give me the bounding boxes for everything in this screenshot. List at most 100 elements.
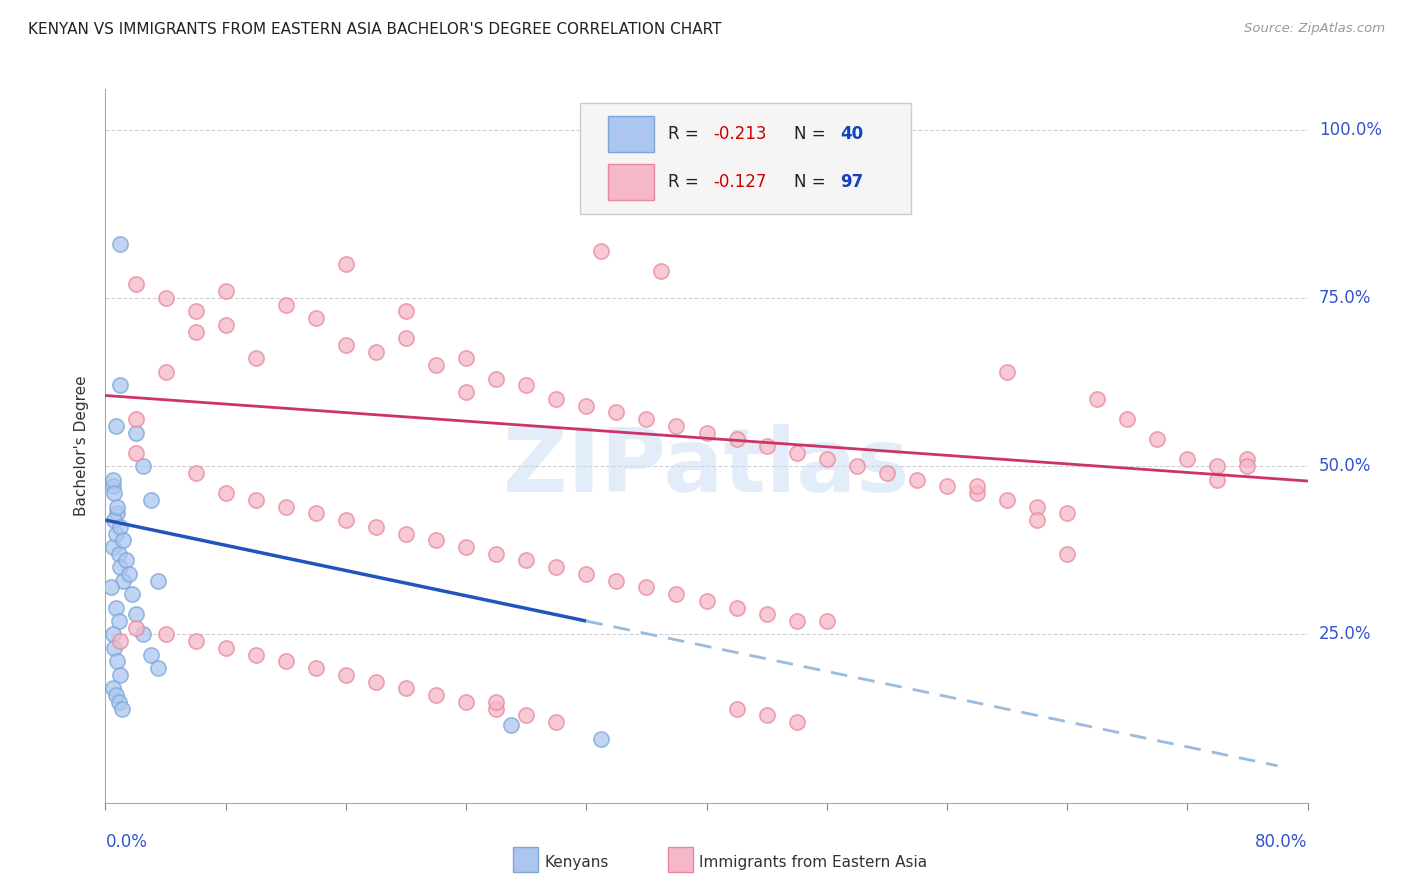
Text: 40: 40 (839, 125, 863, 143)
Point (515, 708, 537, 723)
Point (214, 486, 236, 500)
Text: Immigrants from Eastern Asia: Immigrants from Eastern Asia (699, 855, 927, 870)
Point (107, 655, 129, 669)
Point (725, 701, 748, 715)
Point (936, 479, 959, 493)
Point (124, 412, 146, 426)
Point (395, 304, 418, 318)
Point (110, 634, 132, 648)
Point (110, 237, 132, 252)
Point (454, 540, 477, 554)
Point (110, 378, 132, 392)
Text: Source: ZipAtlas.com: Source: ZipAtlas.com (1244, 22, 1385, 36)
Point (546, 714, 568, 729)
Point (103, 640, 125, 655)
Point (305, 661, 328, 675)
Point (364, 520, 387, 534)
Point (101, 540, 124, 554)
Text: -0.213: -0.213 (714, 125, 768, 143)
Text: KENYAN VS IMMIGRANTS FROM EASTERN ASIA BACHELOR'S DEGREE CORRELATION CHART: KENYAN VS IMMIGRANTS FROM EASTERN ASIA B… (28, 22, 721, 37)
Point (725, 600, 748, 615)
Point (966, 479, 988, 493)
Point (665, 418, 688, 433)
Point (665, 587, 688, 601)
Point (1116, 412, 1139, 426)
Text: R =: R = (668, 125, 704, 143)
Point (515, 553, 537, 567)
Text: 75.0%: 75.0% (1319, 289, 1371, 307)
Point (245, 648, 267, 662)
Point (146, 574, 169, 588)
Text: 80.0%: 80.0% (1256, 833, 1308, 851)
Point (101, 473, 124, 487)
Point (274, 500, 297, 514)
Point (650, 264, 672, 278)
Point (605, 405, 627, 419)
Point (485, 372, 508, 386)
Point (110, 560, 132, 574)
Bar (607, 116, 654, 152)
Point (1206, 459, 1229, 474)
Point (111, 701, 134, 715)
Point (124, 277, 146, 292)
Text: 97: 97 (839, 173, 863, 191)
Point (425, 688, 447, 702)
FancyBboxPatch shape (581, 103, 911, 214)
Point (755, 607, 778, 622)
Point (454, 385, 477, 400)
Point (108, 614, 131, 628)
Point (575, 566, 598, 581)
Point (1056, 506, 1078, 520)
Point (815, 452, 838, 467)
Point (485, 547, 508, 561)
Text: 100.0%: 100.0% (1319, 120, 1382, 138)
Point (995, 365, 1018, 379)
Point (184, 325, 207, 339)
Point (274, 655, 297, 669)
Point (112, 574, 135, 588)
Point (110, 668, 132, 682)
Text: -0.127: -0.127 (714, 173, 768, 191)
Point (966, 486, 988, 500)
Point (335, 668, 357, 682)
Point (132, 627, 155, 641)
Point (100, 580, 122, 594)
Point (184, 634, 207, 648)
Point (124, 425, 146, 440)
Point (104, 418, 127, 433)
Point (1236, 459, 1258, 474)
Point (395, 331, 418, 345)
Point (104, 600, 127, 615)
Point (1236, 452, 1258, 467)
Point (591, 731, 613, 746)
Point (132, 459, 155, 474)
Point (274, 298, 297, 312)
Point (605, 574, 627, 588)
Point (335, 257, 357, 271)
Point (103, 513, 125, 527)
Point (214, 284, 236, 298)
Point (501, 718, 523, 732)
Point (786, 614, 808, 628)
Point (184, 304, 207, 318)
Point (146, 661, 169, 675)
Point (124, 621, 146, 635)
Point (755, 708, 778, 723)
Point (364, 674, 387, 689)
Point (104, 688, 127, 702)
Point (124, 446, 146, 460)
Point (101, 681, 124, 696)
Text: Kenyans: Kenyans (544, 855, 609, 870)
Point (101, 479, 124, 493)
Point (425, 358, 447, 372)
Point (107, 506, 129, 520)
Point (245, 351, 267, 366)
Point (118, 566, 141, 581)
Point (155, 365, 177, 379)
Point (1026, 513, 1049, 527)
Point (696, 425, 718, 440)
Point (995, 492, 1018, 507)
Text: 25.0%: 25.0% (1319, 625, 1371, 643)
Point (1175, 452, 1198, 467)
Point (636, 580, 658, 594)
